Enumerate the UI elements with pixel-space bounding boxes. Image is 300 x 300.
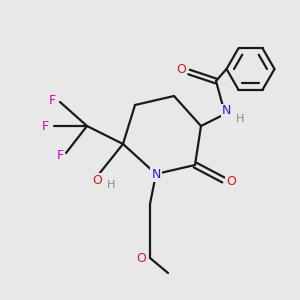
Text: O: O	[177, 62, 186, 76]
Text: N: N	[151, 167, 161, 181]
Text: H: H	[107, 179, 115, 190]
Text: F: F	[56, 149, 64, 163]
Text: N: N	[222, 104, 231, 118]
Text: F: F	[41, 119, 49, 133]
Text: O: O	[136, 251, 146, 265]
Text: O: O	[93, 173, 102, 187]
Text: O: O	[226, 175, 236, 188]
Text: F: F	[49, 94, 56, 107]
Text: H: H	[236, 113, 244, 124]
